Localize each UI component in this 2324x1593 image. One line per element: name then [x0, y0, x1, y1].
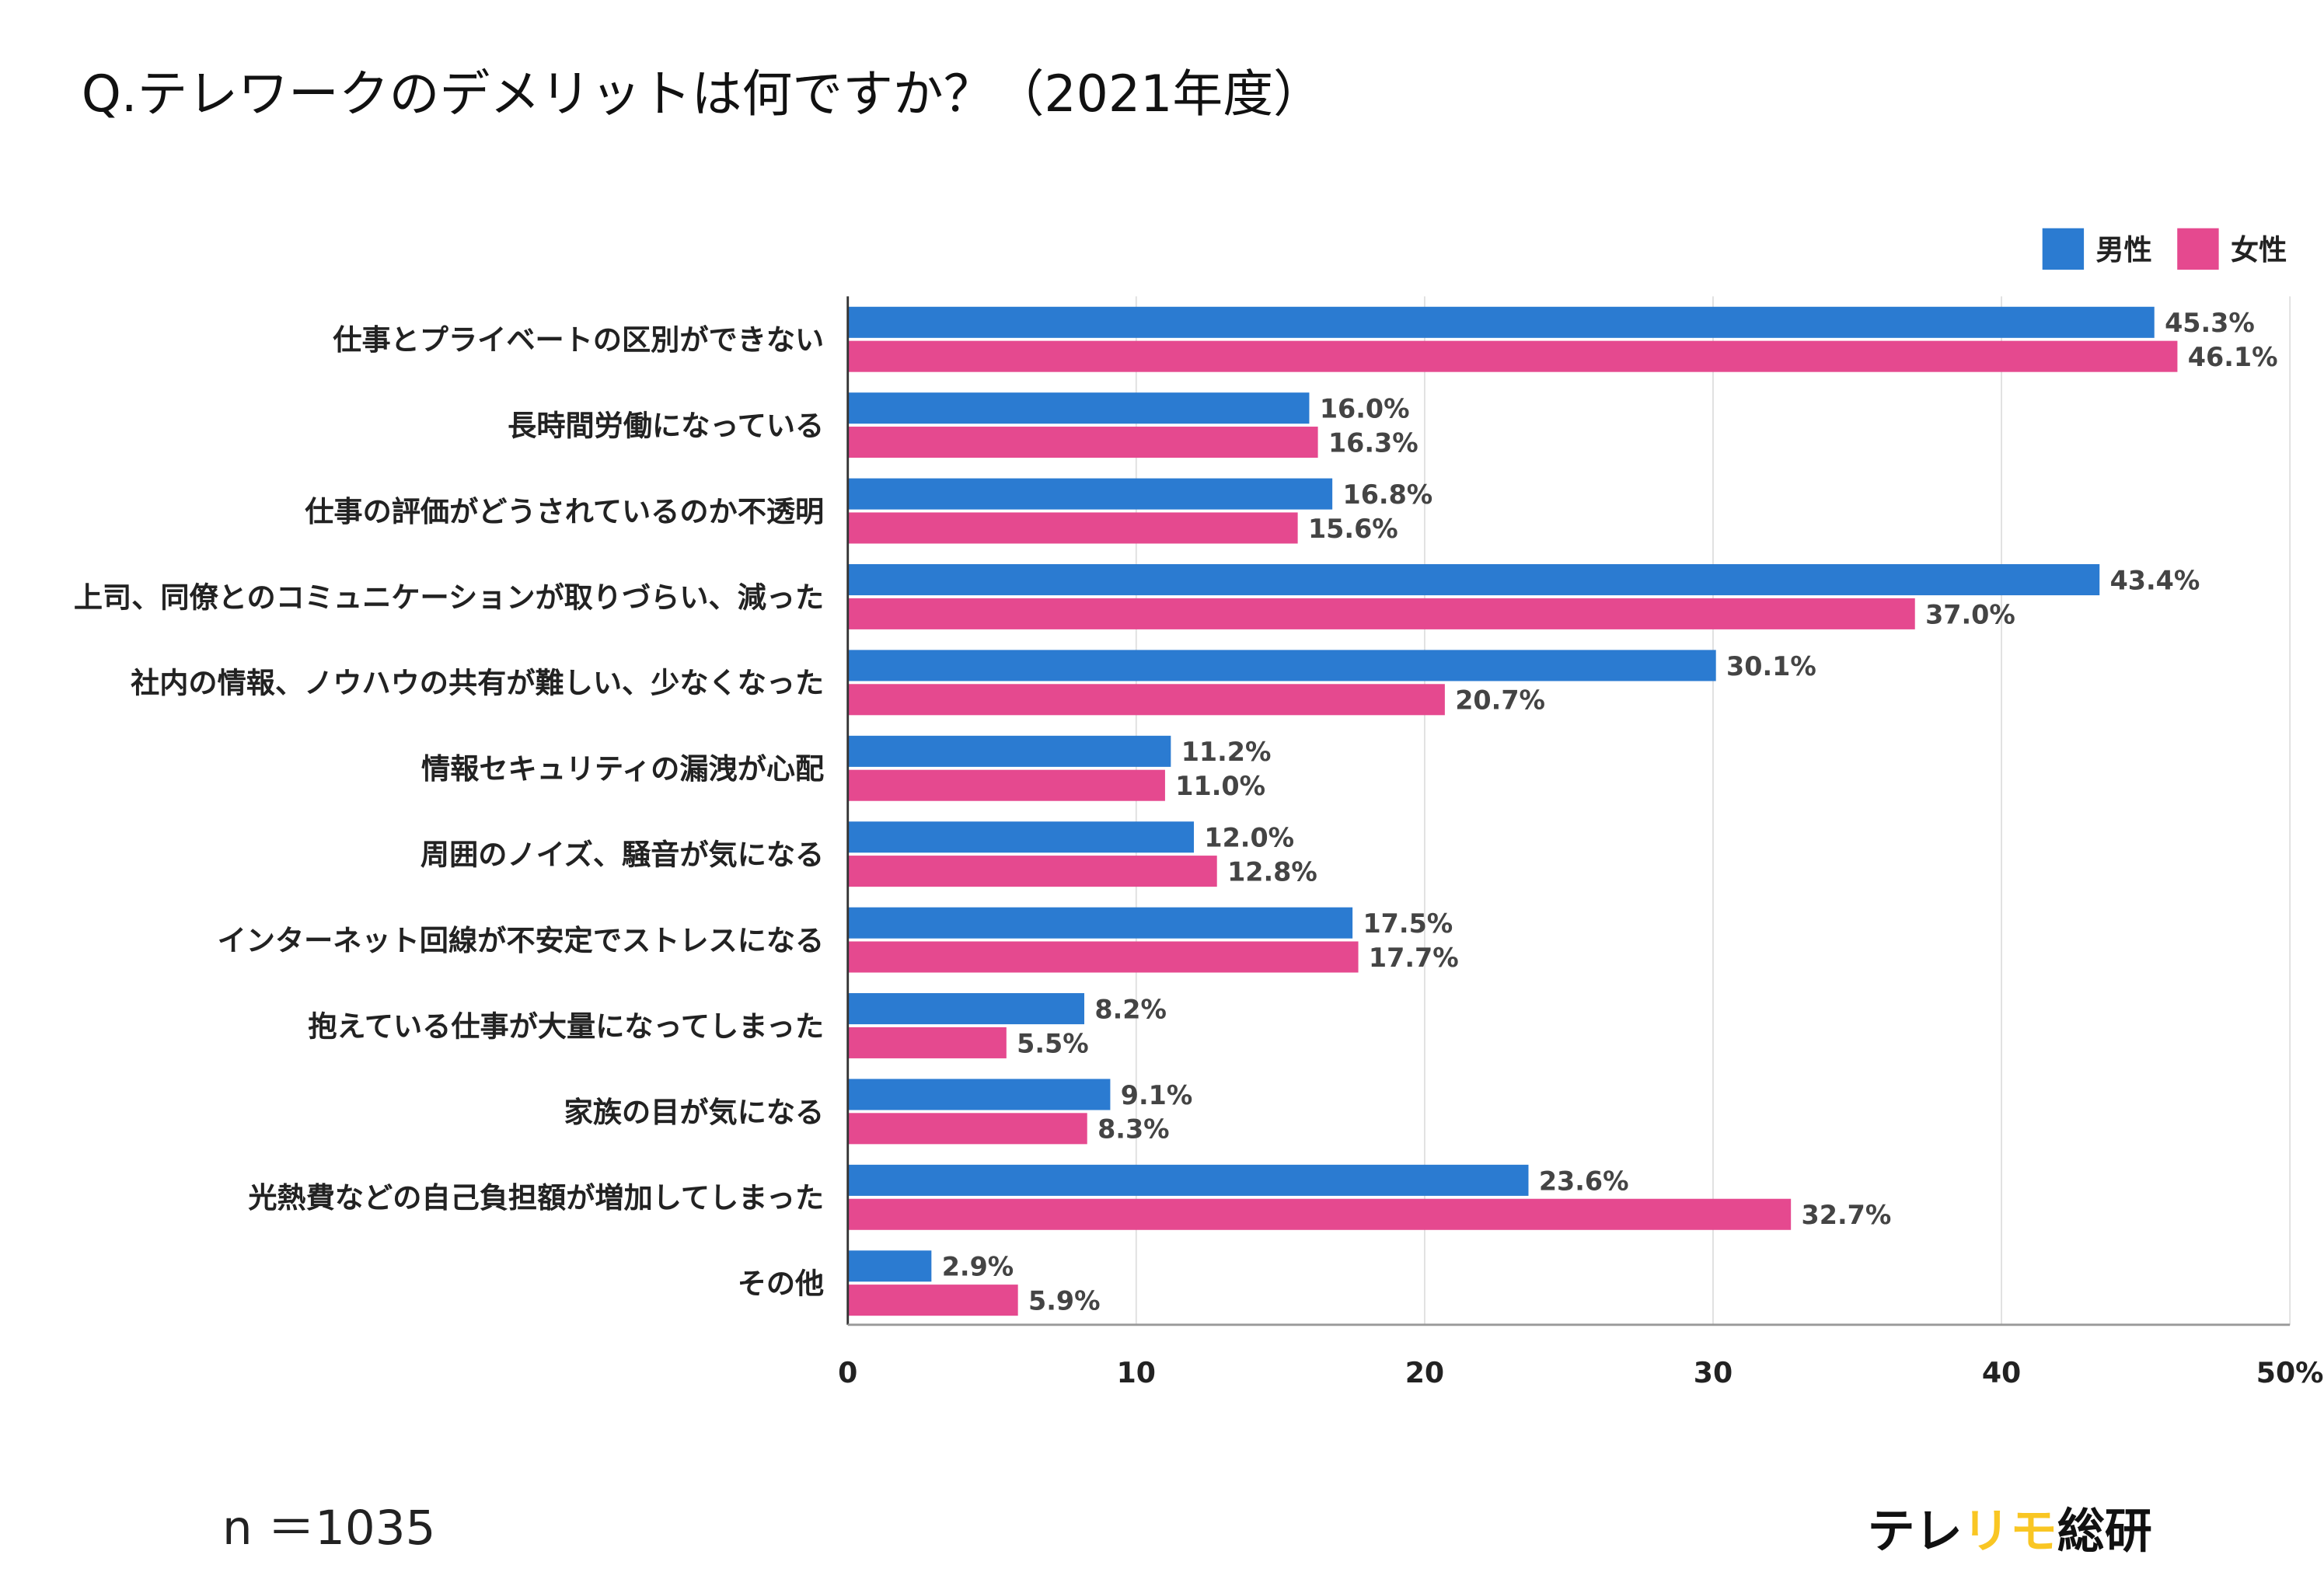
- bar-male: [847, 821, 1195, 853]
- x-tick-label: 0: [838, 1356, 857, 1389]
- bar-male: [847, 1250, 932, 1282]
- data-label: 12.8%: [1227, 857, 1317, 887]
- data-label: 43.4%: [2110, 565, 2200, 595]
- data-label: 45.3%: [2165, 308, 2255, 338]
- data-label: 17.7%: [1369, 943, 1459, 973]
- data-label: 30.1%: [1726, 651, 1816, 681]
- legend: 男性 女性: [2042, 228, 2287, 270]
- bar-male: [847, 650, 1716, 681]
- category-label: 周囲のノイズ、騒音が気になる: [420, 838, 824, 872]
- grid-lines: [1135, 296, 2291, 1325]
- bar-female: [847, 856, 1217, 887]
- category-label: 長時間労働になっている: [508, 408, 824, 442]
- data-label: 8.2%: [1094, 994, 1167, 1024]
- category-labels: 仕事とプライベートの区別ができない長時間労働になっている仕事の評価がどうされてい…: [74, 322, 824, 1300]
- data-label: 11.2%: [1181, 737, 1272, 767]
- bar-female: [847, 769, 1165, 801]
- data-label: 16.0%: [1320, 394, 1410, 424]
- category-label: 上司、同僚とのコミュニケーションが取りづらい、減った: [74, 580, 824, 614]
- x-tick-label: 30: [1694, 1356, 1733, 1389]
- x-tick-labels: 0 10 20 30 40 50%: [838, 1356, 2323, 1389]
- bar-female: [847, 1198, 1792, 1230]
- bar-female: [847, 598, 1915, 629]
- bar-male: [847, 1079, 1111, 1110]
- bar-female: [847, 684, 1445, 716]
- bar-female: [847, 340, 2178, 372]
- data-label: 15.6%: [1308, 514, 1398, 544]
- x-tick-label: 50%: [2256, 1356, 2324, 1389]
- bar-female: [847, 1285, 1018, 1316]
- chart-title: Q.テレワークのデメリットは何ですか？（2021年度）: [82, 65, 1324, 124]
- bar-female: [847, 427, 1318, 458]
- x-tick-label: 10: [1117, 1356, 1156, 1389]
- data-label: 46.1%: [2188, 342, 2278, 372]
- legend-swatch-female: [2177, 228, 2219, 270]
- data-label: 16.8%: [1343, 479, 1433, 510]
- data-label: 8.3%: [1097, 1114, 1170, 1145]
- bars: 45.3% 46.1% 16.0%16.3% 16.8% 15.6% 43.4% 37.0%…: [847, 306, 2278, 1316]
- bar-male: [847, 564, 2100, 596]
- data-label: 9.1%: [1121, 1080, 1193, 1110]
- bar-male: [847, 1164, 1529, 1196]
- bar-male: [847, 907, 1353, 939]
- data-label: 23.6%: [1539, 1166, 1629, 1196]
- data-label: 5.9%: [1028, 1286, 1101, 1316]
- bar-male: [847, 478, 1333, 510]
- category-label: 抱えている仕事が大量になってしまった: [308, 1009, 824, 1043]
- legend-label-female: 女性: [2231, 233, 2287, 267]
- category-label: 光熱費などの自己負担額が増加してしまった: [248, 1180, 824, 1215]
- data-label: 12.0%: [1204, 823, 1294, 853]
- category-label: 仕事の評価がどうされているのか不透明: [305, 494, 824, 528]
- category-label: 仕事とプライベートの区別ができない: [333, 322, 824, 357]
- data-label: 5.5%: [1017, 1028, 1089, 1058]
- data-label: 37.0%: [1925, 599, 2015, 629]
- category-label: その他: [738, 1267, 825, 1301]
- sample-size: n ＝1035: [222, 1501, 435, 1556]
- data-label: 11.0%: [1175, 771, 1265, 801]
- bar-male: [847, 306, 2155, 338]
- bar-male: [847, 392, 1310, 424]
- legend-swatch-male: [2042, 228, 2085, 270]
- data-label: 32.7%: [1802, 1200, 1892, 1230]
- data-label: 17.5%: [1363, 908, 1453, 939]
- bar-male: [847, 735, 1171, 767]
- category-label: 家族の目が気になる: [564, 1095, 825, 1129]
- data-label: 20.7%: [1455, 685, 1545, 716]
- bar-female: [847, 1027, 1007, 1058]
- x-tick-label: 20: [1405, 1356, 1444, 1389]
- bar-male: [847, 993, 1085, 1025]
- logo: テレリモ総研: [1868, 1504, 2152, 1559]
- data-label: 2.9%: [942, 1252, 1014, 1282]
- bar-female: [847, 941, 1359, 973]
- bar-female: [847, 512, 1298, 544]
- x-tick-label: 40: [1982, 1356, 2021, 1389]
- category-label: 社内の情報、ノウハウの共有が難しい、少なくなった: [131, 666, 824, 700]
- category-label: インターネット回線が不安定でストレスになる: [218, 923, 825, 957]
- legend-label-male: 男性: [2095, 233, 2151, 267]
- svg-text:テレリモ総研: テレリモ総研: [1868, 1504, 2152, 1559]
- bar-female: [847, 1113, 1087, 1145]
- category-label: 情報セキュリティの漏洩が心配: [421, 751, 824, 786]
- data-label: 16.3%: [1328, 427, 1418, 458]
